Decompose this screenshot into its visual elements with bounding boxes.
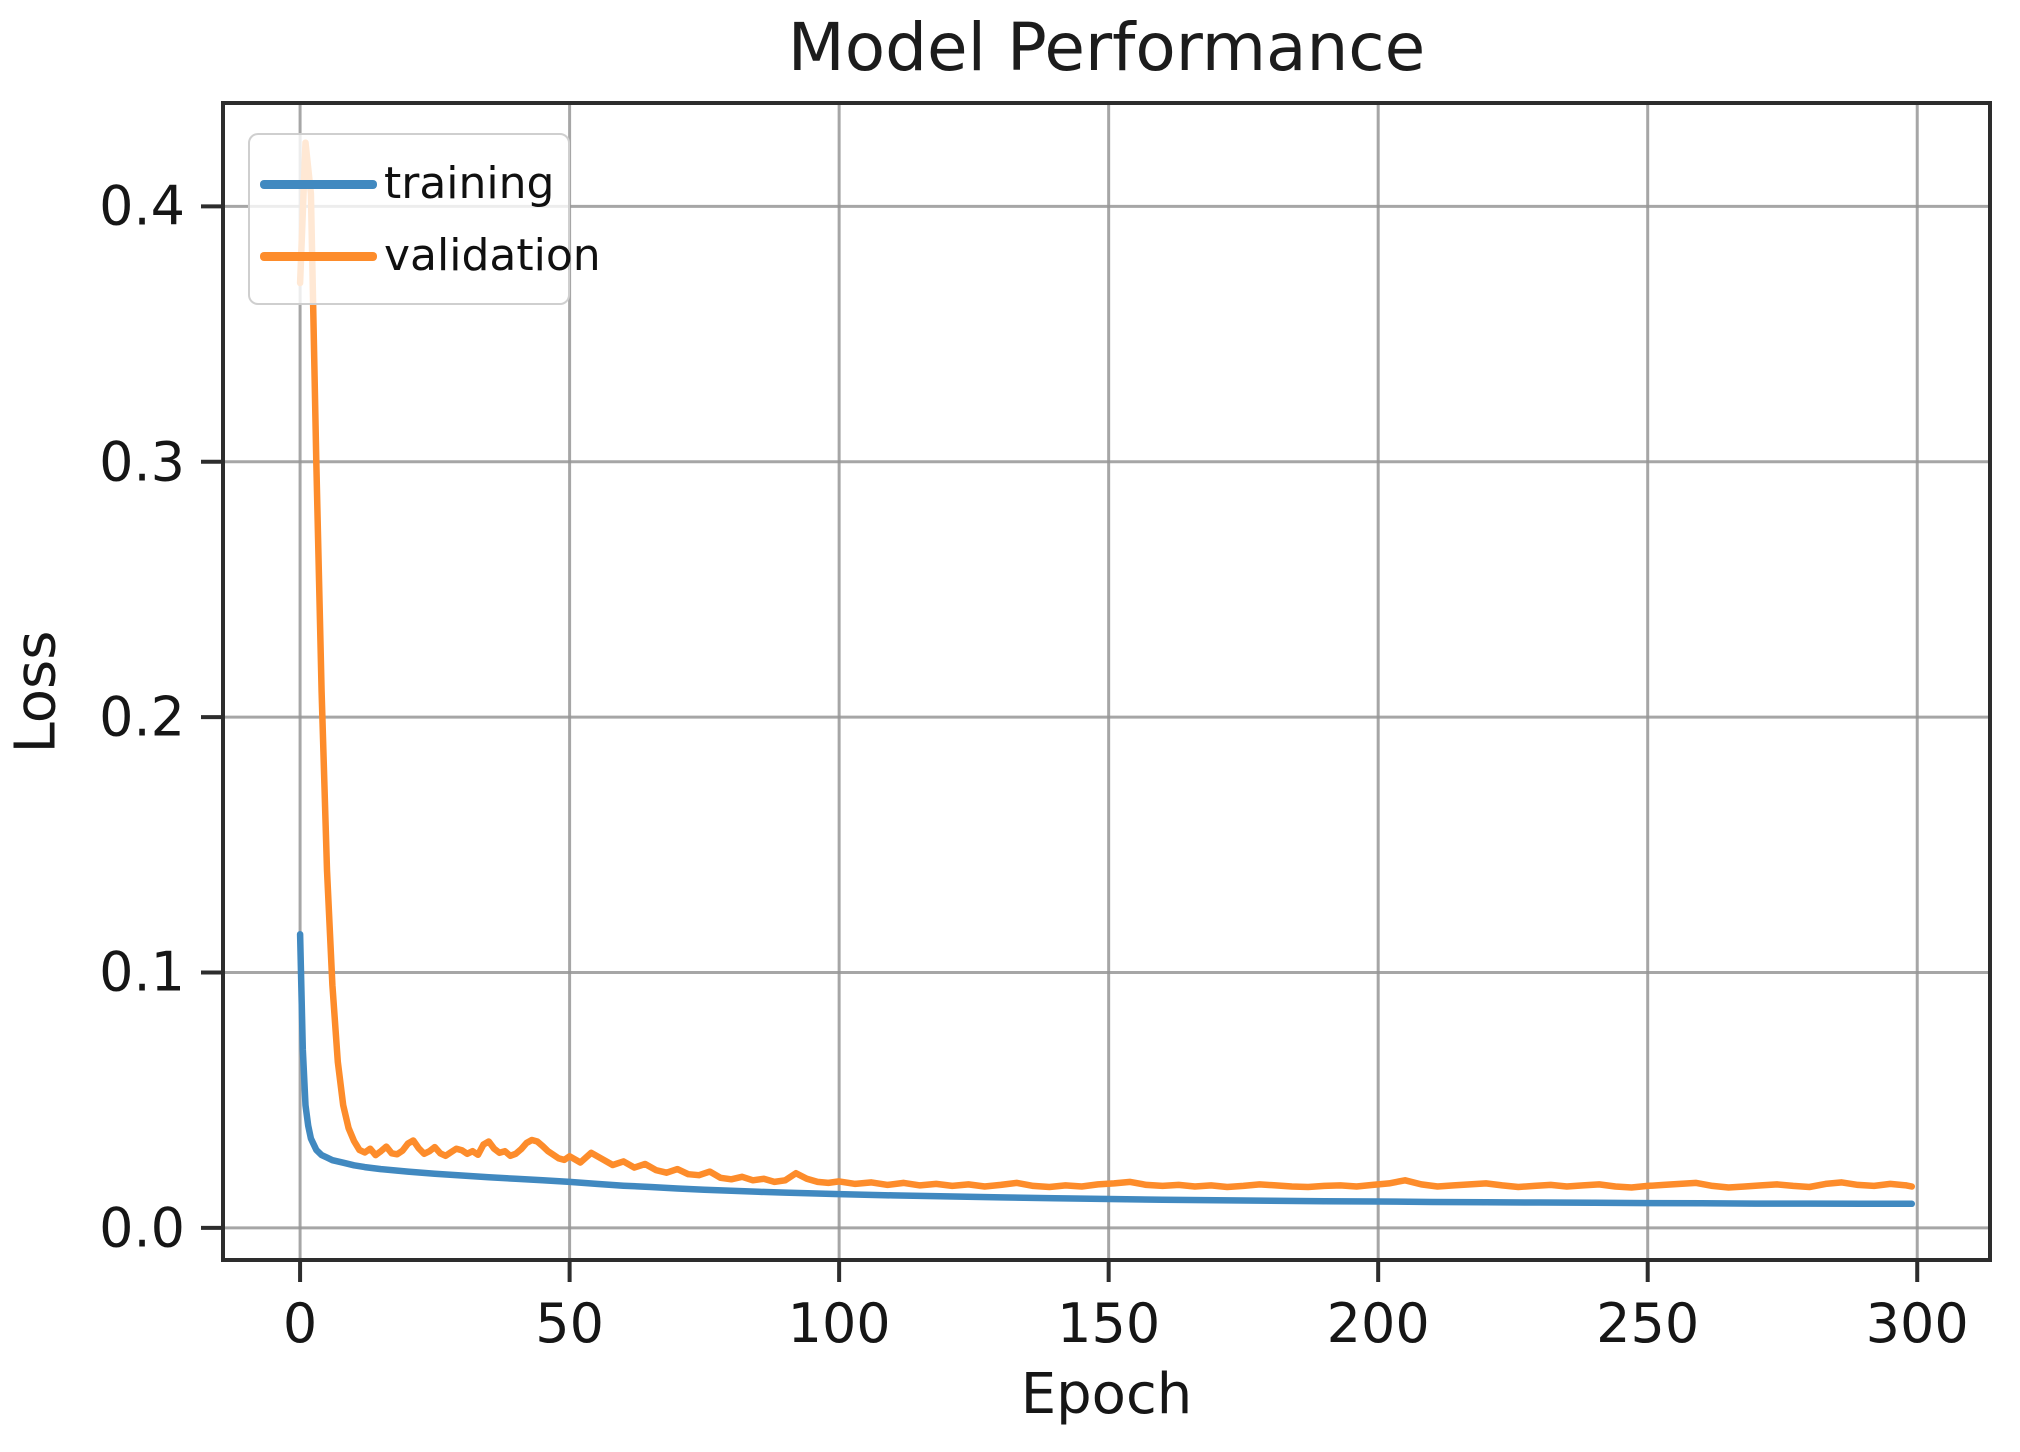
y-tick-label: 0.0 (99, 1196, 185, 1260)
legend: training validation (248, 133, 601, 305)
legend-label-training: training (384, 158, 555, 209)
axes-spines (221, 101, 1992, 1262)
validation-line (296, 139, 1916, 1191)
x-tick-label: 150 (1057, 1292, 1161, 1355)
y-tick-label: 0.2 (99, 685, 185, 749)
training-line-swatch (260, 179, 377, 189)
y-tick-label: 0.4 (99, 174, 185, 238)
x-tick-label: 250 (1596, 1292, 1700, 1355)
legend-item-training: training (260, 148, 560, 220)
x-tick-label: 200 (1326, 1292, 1430, 1355)
x-tick-label: 50 (535, 1292, 604, 1355)
validation-line-swatch (260, 251, 377, 261)
training-line (296, 930, 1916, 1208)
legend-label-validation: validation (384, 230, 601, 281)
x-axis-label: Epoch (1020, 1362, 1193, 1427)
y-tick-label: 0.3 (99, 430, 185, 494)
x-tick-label: 100 (787, 1292, 891, 1355)
chart-title: Model Performance (787, 9, 1426, 86)
x-tick-label: 300 (1865, 1292, 1969, 1355)
x-tick-label: 0 (282, 1292, 318, 1355)
legend-item-validation: validation (260, 220, 601, 292)
y-tick-label: 0.1 (99, 940, 185, 1004)
